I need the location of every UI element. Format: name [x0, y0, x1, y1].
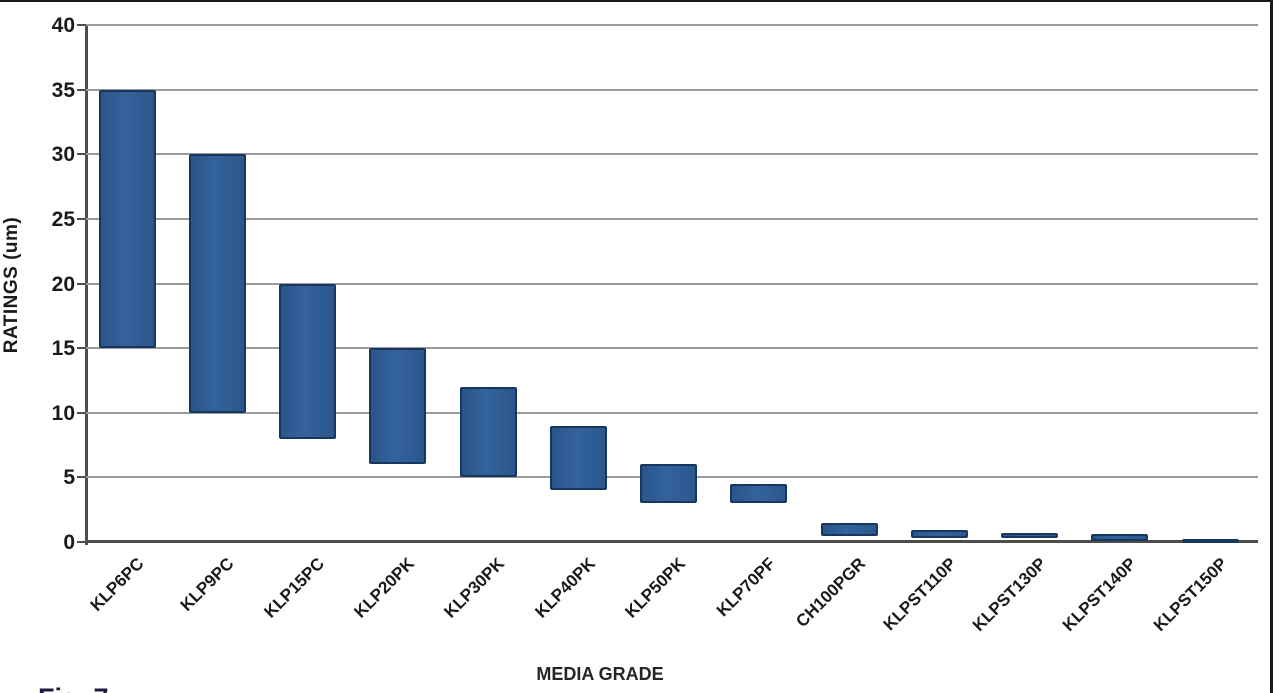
- y-axis-line: [85, 25, 88, 545]
- y-tick-mark: [77, 217, 86, 220]
- plot-area: [85, 24, 1258, 544]
- y-tick-label: 25: [51, 207, 75, 231]
- range-bar-KLPST150P: [1181, 539, 1239, 544]
- y-tick-mark: [77, 88, 86, 91]
- y-tick-label: 20: [51, 272, 75, 296]
- x-tick-label: KLP6PC: [86, 554, 148, 615]
- range-bar-KLP50PK: [640, 464, 697, 504]
- range-bar-CH100PGR: [820, 522, 878, 536]
- x-tick-label: KLPST110P: [879, 554, 960, 635]
- gridline-y-30: [85, 153, 1258, 156]
- x-tick-label: KLP15PC: [260, 554, 328, 622]
- y-tick-mark: [77, 411, 86, 414]
- x-tick-label: KLPST130P: [969, 554, 1050, 635]
- x-tick-label: CH100PGR: [792, 554, 870, 631]
- y-tick-label: 30: [51, 143, 75, 167]
- x-tick-label: KLP50PK: [621, 554, 689, 622]
- range-bar-KLPST130P: [1001, 532, 1058, 539]
- gridline-y-10: [85, 411, 1258, 414]
- y-tick-label: 40: [51, 14, 75, 37]
- y-tick-label: 0: [63, 531, 75, 554]
- x-axis-line: [85, 540, 1258, 543]
- gridline-y-20: [85, 282, 1258, 285]
- range-bar-KLP40PK: [549, 425, 607, 491]
- x-axis-title: MEDIA GRADE: [536, 664, 664, 684]
- y-tick-label: 15: [51, 337, 75, 361]
- range-bar-KLP70PF: [730, 483, 788, 504]
- y-tick-mark: [77, 476, 86, 479]
- x-tick-label: KLP20PK: [350, 554, 419, 622]
- x-tick-label: KLP40PK: [531, 554, 599, 622]
- y-tick-mark: [77, 347, 86, 350]
- range-bar-KLP6PC: [98, 89, 156, 349]
- range-bar-KLP9PC: [188, 154, 246, 413]
- y-tick-mark: [77, 541, 86, 543]
- x-tick-label: KLP30PK: [440, 554, 509, 622]
- gridline-y-35: [85, 88, 1258, 91]
- range-bar-KLP30PK: [459, 386, 517, 478]
- y-tick-label: 5: [63, 466, 75, 490]
- y-tick-mark: [77, 282, 86, 285]
- y-tick-label: 35: [51, 78, 75, 102]
- y-tick-mark: [77, 24, 86, 26]
- x-tick-label: KLPST140P: [1059, 554, 1141, 635]
- gridline-y-15: [85, 347, 1258, 350]
- y-tick-mark: [77, 153, 86, 156]
- range-bar-KLP15PC: [279, 283, 336, 439]
- range-bar-KLP20PK: [369, 348, 427, 465]
- x-tick-label: KLPST150P: [1149, 554, 1231, 635]
- x-tick-label: KLP9PC: [176, 554, 238, 615]
- gridline-y-25: [85, 217, 1258, 220]
- range-bar-KLPST110P: [910, 530, 968, 539]
- range-bar-KLPST140P: [1091, 534, 1149, 541]
- x-tick-label: KLP70PF: [712, 554, 780, 621]
- y-tick-label: 10: [51, 401, 75, 425]
- y-axis-title: RATINGS (um): [1, 216, 22, 354]
- figure-caption-clipped: Fig. 7:: [38, 683, 118, 693]
- gridline-y-40: [85, 24, 1258, 26]
